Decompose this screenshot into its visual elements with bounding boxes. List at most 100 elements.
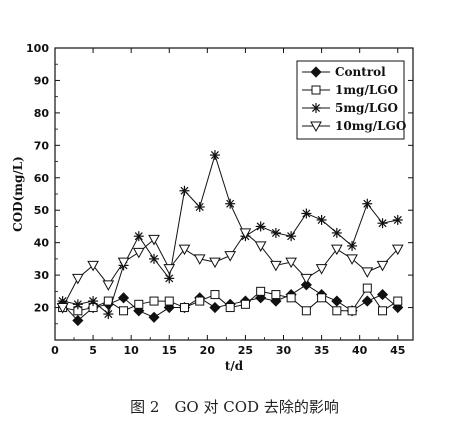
- data-point: [300, 273, 313, 285]
- data-point: [209, 257, 221, 269]
- legend-label: 10mg/LGO: [335, 119, 406, 133]
- y-tick-label: 70: [34, 139, 50, 152]
- data-point: [224, 251, 237, 262]
- data-point: [256, 286, 266, 296]
- data-point: [332, 306, 342, 316]
- legend-item: Control: [302, 65, 386, 79]
- y-tick-label: 60: [34, 172, 50, 185]
- x-tick-label: 30: [276, 344, 292, 357]
- asterisk-stroke: [287, 232, 296, 241]
- data-point: [346, 254, 358, 265]
- data-point: [195, 296, 205, 306]
- data-point: [331, 295, 343, 307]
- data-point: [361, 267, 374, 278]
- data-point: [378, 306, 388, 316]
- x-tick-label: 10: [124, 344, 140, 357]
- x-tick-label: 20: [200, 344, 216, 357]
- chart-marks: [56, 150, 404, 327]
- y-tick-label: 90: [34, 74, 50, 87]
- data-point: [194, 201, 205, 212]
- y-tick-label: 30: [34, 269, 50, 282]
- asterisk-stroke: [89, 297, 98, 306]
- data-point: [179, 185, 190, 196]
- asterisk-stroke: [149, 254, 159, 263]
- asterisk-stroke: [226, 199, 235, 208]
- y-tick-label: 100: [26, 42, 49, 55]
- data-point: [301, 208, 312, 219]
- data-point: [209, 150, 220, 161]
- asterisk-stroke: [210, 151, 219, 160]
- x-tick-label: 0: [51, 344, 59, 357]
- data-point: [393, 296, 403, 306]
- data-point: [72, 273, 84, 285]
- data-point: [315, 264, 328, 275]
- data-point: [286, 293, 296, 303]
- asterisk-stroke: [393, 215, 402, 224]
- data-point: [225, 198, 236, 209]
- y-tick-label: 80: [34, 107, 50, 120]
- asterisk-stroke: [317, 215, 326, 224]
- asterisk-stroke: [256, 222, 265, 231]
- data-point: [164, 273, 175, 284]
- asterisk-stroke: [332, 228, 341, 237]
- data-point: [209, 301, 221, 314]
- data-point: [361, 295, 373, 307]
- data-point: [240, 299, 250, 309]
- data-point: [225, 303, 235, 313]
- data-point: [133, 231, 144, 242]
- asterisk-stroke: [195, 202, 204, 212]
- data-point: [376, 260, 389, 272]
- x-axis-title: t/d: [225, 359, 244, 373]
- figure-caption: 图 2 GO 对 COD 去除的影响: [130, 398, 339, 416]
- asterisk-stroke: [134, 232, 143, 241]
- data-point: [239, 228, 252, 239]
- data-point: [193, 254, 206, 265]
- asterisk-stroke: [378, 219, 387, 228]
- data-point: [148, 234, 160, 246]
- data-point: [311, 103, 321, 113]
- data-point: [72, 299, 83, 310]
- data-point: [330, 244, 343, 256]
- data-point: [376, 289, 389, 301]
- x-tick-label: 45: [390, 344, 405, 357]
- series-10mg-lgo: [56, 228, 404, 314]
- legend-item: 10mg/LGO: [302, 119, 406, 133]
- data-point: [311, 85, 321, 95]
- asterisk-stroke: [165, 274, 174, 283]
- legend-label: 1mg/LGO: [335, 83, 398, 97]
- data-point: [56, 303, 69, 314]
- data-point: [117, 292, 130, 304]
- asterisk-stroke: [363, 199, 372, 208]
- asterisk-stroke: [180, 186, 189, 195]
- data-point: [149, 253, 160, 264]
- data-point: [87, 260, 99, 272]
- data-point: [310, 66, 322, 78]
- x-tick-label: 40: [352, 344, 368, 357]
- data-point: [163, 264, 176, 275]
- data-point: [362, 283, 372, 293]
- data-point: [270, 227, 281, 238]
- y-tick-label: 50: [34, 204, 50, 217]
- legend-label: Control: [335, 65, 386, 79]
- data-point: [210, 290, 220, 300]
- data-point: [149, 296, 159, 306]
- data-point: [119, 306, 129, 316]
- data-point: [103, 309, 114, 320]
- asterisk-stroke: [271, 228, 280, 237]
- series-line: [62, 153, 398, 315]
- data-point: [164, 296, 174, 306]
- data-point: [271, 290, 281, 300]
- data-point: [316, 214, 327, 225]
- asterisk-stroke: [104, 310, 113, 319]
- data-point: [300, 279, 312, 291]
- y-tick-label: 20: [34, 302, 50, 315]
- data-point: [88, 296, 99, 307]
- asterisk-stroke: [348, 241, 357, 250]
- asterisk-stroke: [73, 300, 82, 309]
- data-point: [392, 214, 403, 225]
- data-point: [254, 241, 267, 252]
- data-point: [255, 221, 266, 232]
- data-point: [347, 240, 358, 251]
- legend-item: 1mg/LGO: [302, 83, 398, 97]
